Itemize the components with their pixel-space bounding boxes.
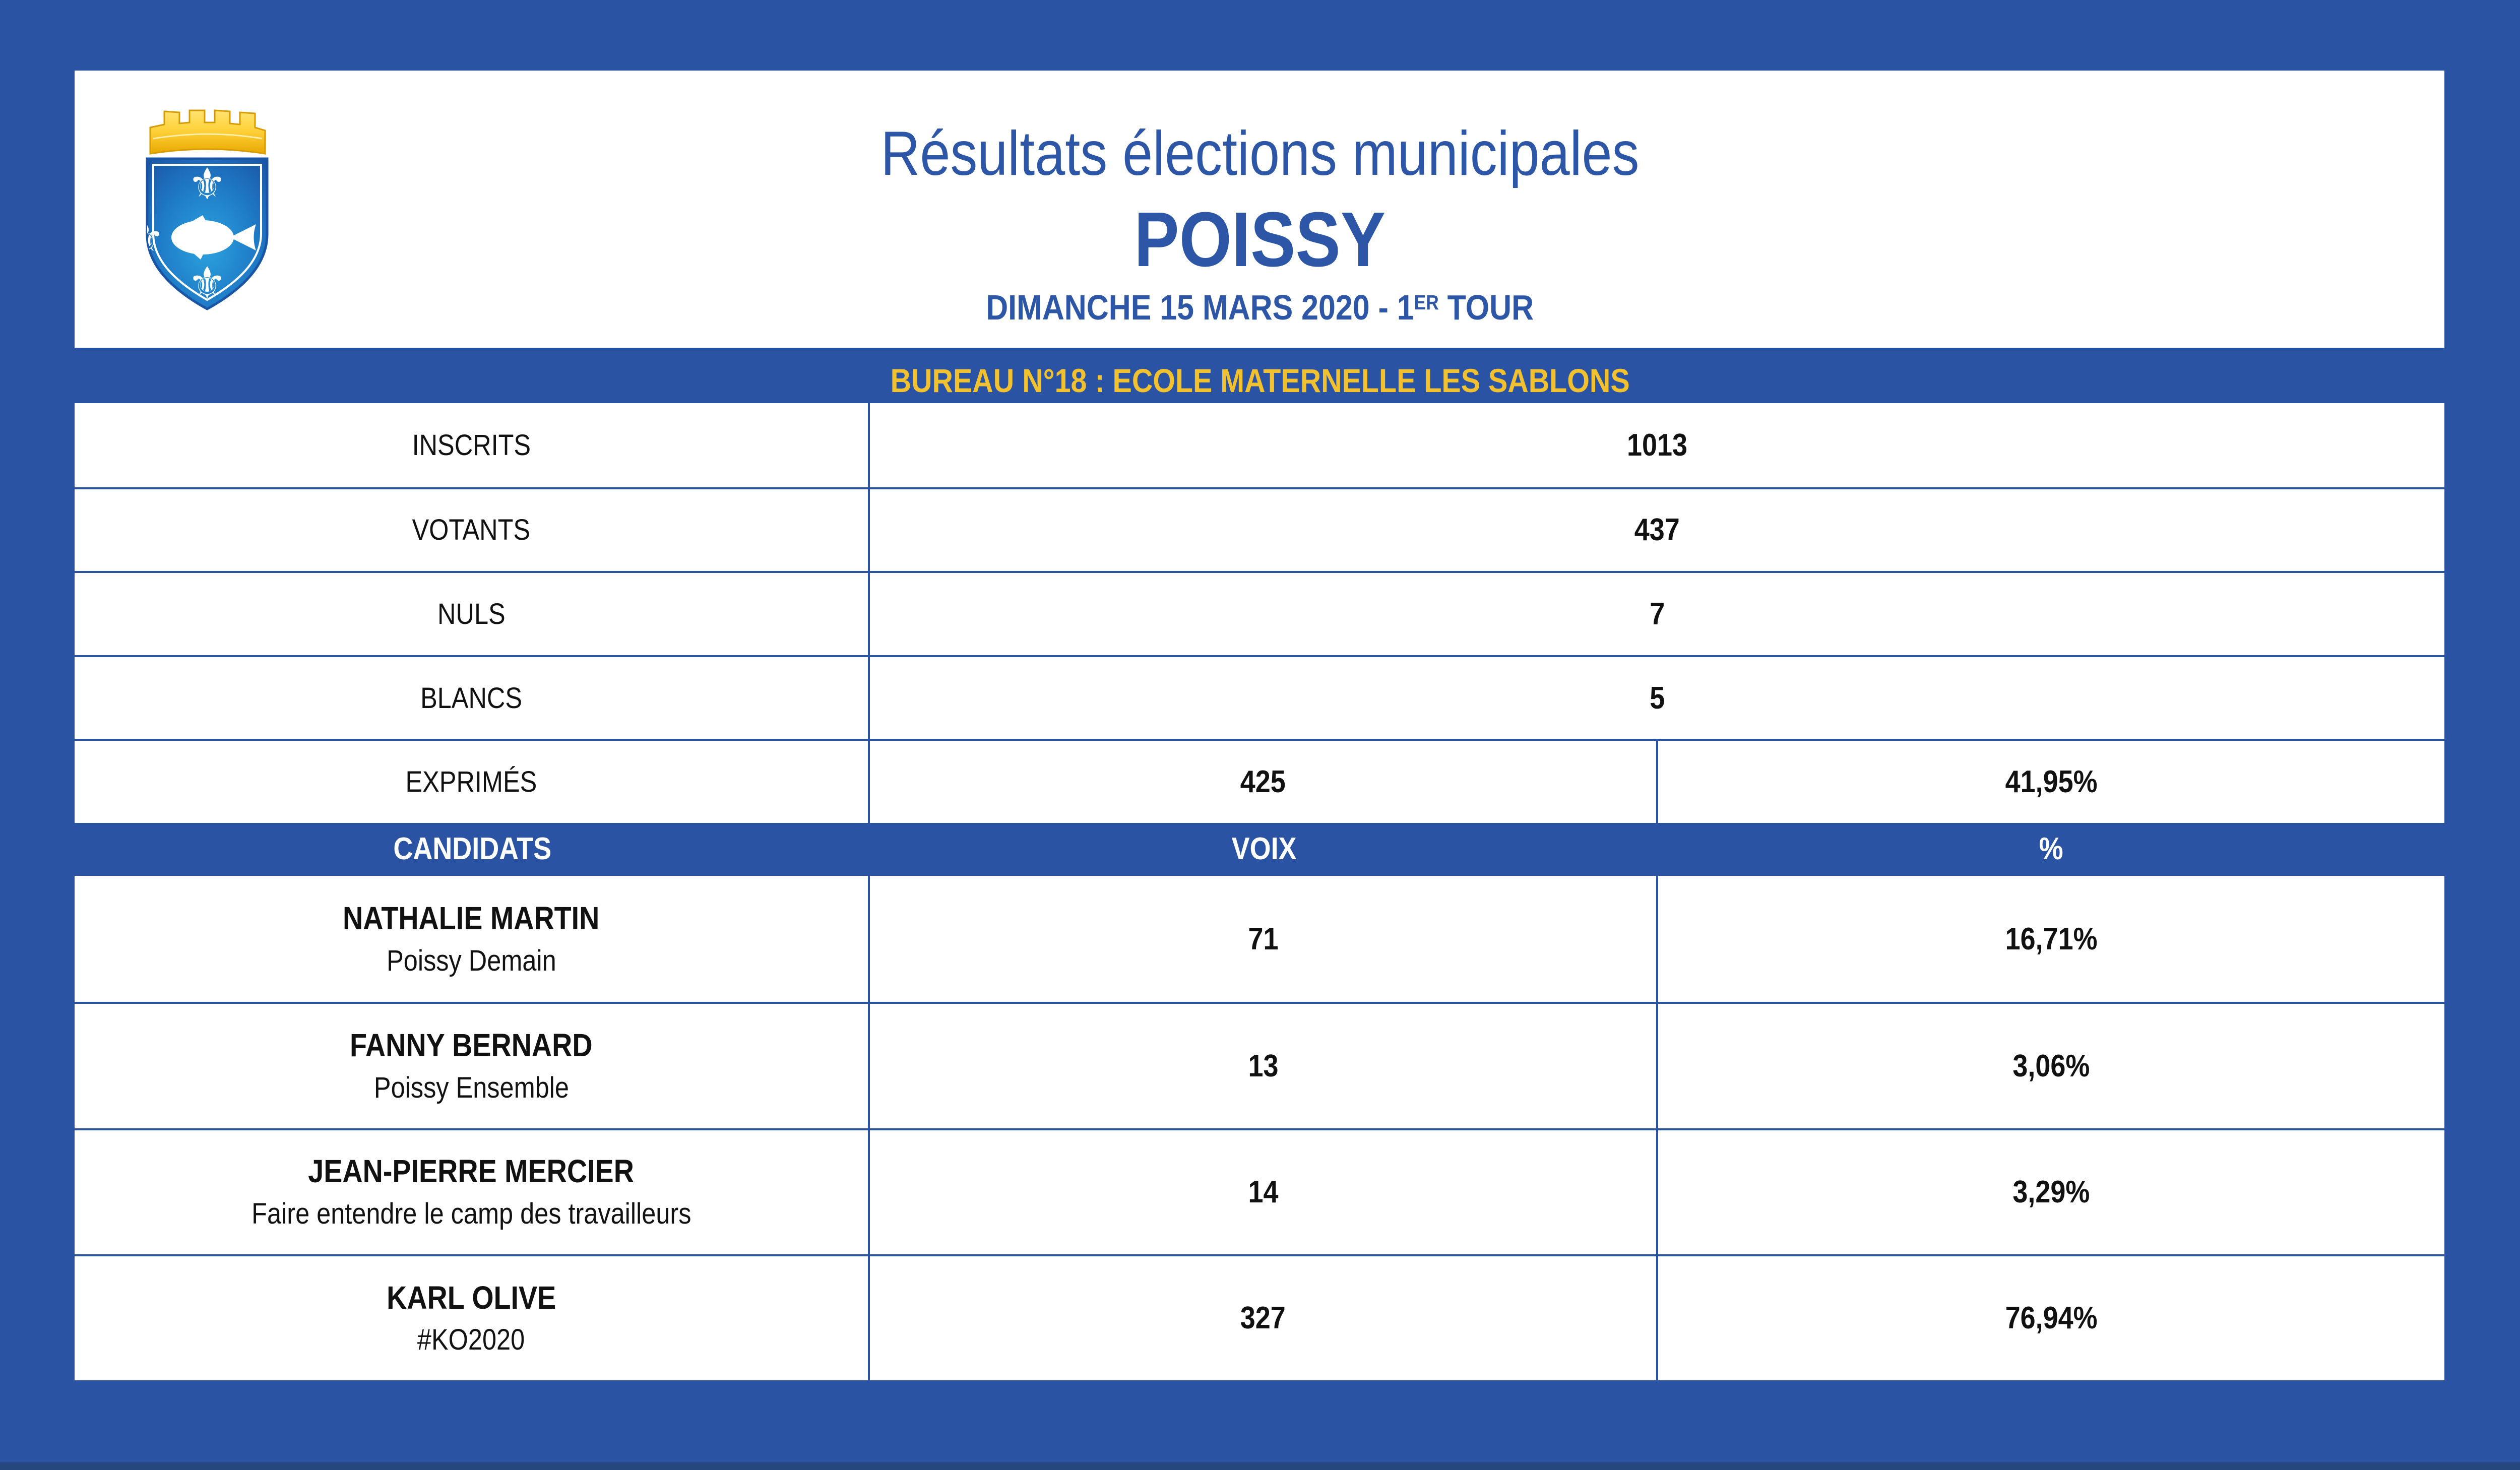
candidate-cell: JEAN-PIERRE MERCIER Faire entendre le ca… — [75, 1130, 870, 1254]
table-row: VOTANTS 437 — [75, 487, 2444, 571]
candidate-cell: NATHALIE MARTIN Poissy Demain — [75, 876, 870, 1002]
candidate-pct-cell: 76,94% — [2005, 1301, 2098, 1336]
city-title: POISSY — [1134, 196, 1386, 283]
candidate-name: KARL OLIVE — [386, 1279, 556, 1316]
candidate-list: #KO2020 — [417, 1323, 525, 1357]
stat-pct-cell: 41,95% — [2005, 764, 2098, 800]
candidate-pct-cell: 3,29% — [2012, 1175, 2090, 1210]
table-row: INSCRITS 1013 — [75, 403, 2444, 487]
stat-label-cell: BLANCS — [75, 657, 870, 739]
poissy-coat-of-arms-logo: ⚜ ⚜ ⚜ — [146, 109, 269, 310]
candidate-voix-cell: 327 — [870, 1256, 1658, 1380]
table-row-exprimes: EXPRIMÉS 425 41,95% — [75, 739, 2444, 823]
stat-value-cell: 1013 — [1626, 427, 1688, 463]
candidate-list: Faire entendre le camp des travailleurs — [251, 1197, 691, 1231]
bottom-strip — [0, 1462, 2520, 1470]
candidate-name: FANNY BERNARD — [350, 1027, 593, 1064]
fleur-de-lis-icon: ⚜ — [187, 258, 226, 308]
fish-icon — [171, 215, 256, 260]
candidate-list: Poissy Ensemble — [373, 1071, 569, 1104]
candidate-name: JEAN-PIERRE MERCIER — [308, 1153, 635, 1190]
election-date: DIMANCHE 15 MARS 2020 - 1ER TOUR — [986, 288, 1534, 327]
candidate-voix-cell: 14 — [870, 1130, 1658, 1254]
table-row: NULS 7 — [75, 571, 2444, 655]
candidate-cell: FANNY BERNARD Poissy Ensemble — [75, 1004, 870, 1128]
candidate-pct-cell: 16,71% — [2005, 921, 2098, 956]
candidate-row: JEAN-PIERRE MERCIER Faire entendre le ca… — [75, 1128, 2444, 1254]
stat-value-cell: 437 — [1634, 513, 1680, 548]
page-title: Résultats élections municipales — [880, 119, 1640, 188]
candidate-row: NATHALIE MARTIN Poissy Demain 71 16,71% — [75, 876, 2444, 1002]
candidate-cell: KARL OLIVE #KO2020 — [75, 1256, 870, 1380]
stat-label-cell: INSCRITS — [75, 403, 870, 487]
candidate-list: Poissy Demain — [386, 944, 556, 977]
table-row: BLANCS 5 — [75, 655, 2444, 739]
stats-table: INSCRITS 1013 VOTANTS 437 NULS 7 BL — [75, 403, 2444, 823]
col-header-candidats: CANDIDATS — [393, 832, 551, 866]
stat-value-cell: 425 — [870, 741, 1658, 823]
crown-icon — [149, 109, 266, 155]
stat-label-cell: EXPRIMÉS — [75, 741, 870, 823]
col-header-pct: % — [2039, 832, 2063, 866]
candidate-voix-cell: 13 — [870, 1004, 1658, 1128]
candidate-voix-cell: 71 — [870, 876, 1658, 1002]
bureau-banner: BUREAU N°18 : ECOLE MATERNELLE LES SABLO… — [890, 362, 1630, 399]
candidate-name: NATHALIE MARTIN — [343, 900, 600, 936]
col-header-voix: VOIX — [1231, 832, 1297, 866]
header-card — [75, 71, 2444, 348]
date-superscript: ER — [1414, 290, 1439, 314]
stat-value-cell: 5 — [1649, 680, 1665, 716]
stat-value-cell: 7 — [1649, 596, 1665, 631]
candidate-row: KARL OLIVE #KO2020 327 76,94% — [75, 1254, 2444, 1380]
stat-label-cell: VOTANTS — [75, 489, 870, 571]
fleur-de-lis-icon: ⚜ — [187, 159, 226, 210]
stat-label-cell: NULS — [75, 573, 870, 655]
shield-icon: ⚜ ⚜ ⚜ — [146, 157, 269, 310]
candidate-row: FANNY BERNARD Poissy Ensemble 13 3,06% — [75, 1002, 2444, 1128]
candidate-pct-cell: 3,06% — [2012, 1048, 2090, 1083]
candidates-table: NATHALIE MARTIN Poissy Demain 71 16,71% … — [75, 876, 2444, 1380]
